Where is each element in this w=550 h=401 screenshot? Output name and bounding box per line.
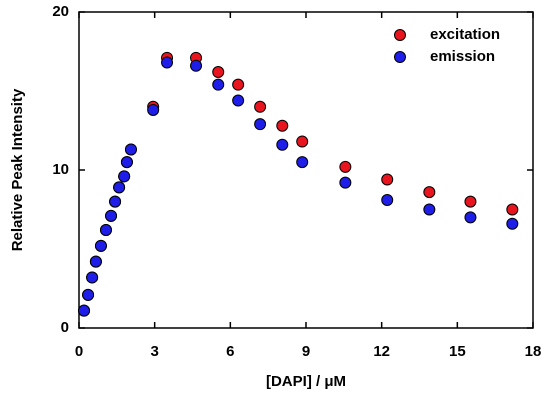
- point: [86, 271, 99, 284]
- legend-label: excitation: [430, 26, 500, 43]
- point: [296, 135, 309, 148]
- x-axis-label: [DAPI] / μM: [266, 373, 346, 390]
- point: [82, 288, 95, 301]
- point: [276, 119, 289, 132]
- point: [254, 118, 267, 131]
- y-tick-label: 10: [52, 161, 69, 178]
- point: [212, 66, 225, 79]
- x-tick-label: 9: [302, 343, 310, 360]
- x-tick-label: 3: [150, 343, 158, 360]
- point: [120, 156, 133, 169]
- point: [94, 239, 107, 252]
- x-tick-label: 12: [373, 343, 390, 360]
- point: [339, 176, 352, 189]
- point: [190, 59, 203, 72]
- x-tick-label: 0: [75, 343, 83, 360]
- point: [506, 217, 519, 230]
- point: [339, 160, 352, 173]
- point: [99, 224, 112, 237]
- y-axis-label: Relative Peak Intensity: [9, 88, 26, 251]
- point: [161, 56, 174, 69]
- x-tick-label: 6: [226, 343, 234, 360]
- legend-label: emission: [430, 48, 495, 65]
- y-tick-label: 0: [61, 319, 69, 336]
- point: [89, 255, 102, 268]
- point: [232, 94, 245, 107]
- point: [212, 78, 225, 91]
- point: [124, 143, 137, 156]
- point: [381, 173, 394, 186]
- point: [109, 195, 122, 208]
- point: [464, 211, 477, 224]
- point: [276, 138, 289, 151]
- point: [105, 209, 118, 222]
- point: [113, 181, 126, 194]
- point: [506, 203, 519, 216]
- point: [423, 203, 436, 216]
- point: [232, 78, 245, 91]
- x-tick-label: 15: [449, 343, 466, 360]
- point: [296, 156, 309, 169]
- point: [464, 195, 477, 208]
- point: [381, 194, 394, 207]
- point: [147, 103, 160, 116]
- legend-marker: [394, 51, 406, 63]
- x-tick-label: 18: [525, 343, 542, 360]
- y-tick-label: 20: [52, 3, 69, 20]
- point: [78, 304, 91, 317]
- point: [118, 170, 131, 183]
- point: [254, 100, 267, 113]
- point: [423, 186, 436, 199]
- legend-marker: [394, 29, 406, 41]
